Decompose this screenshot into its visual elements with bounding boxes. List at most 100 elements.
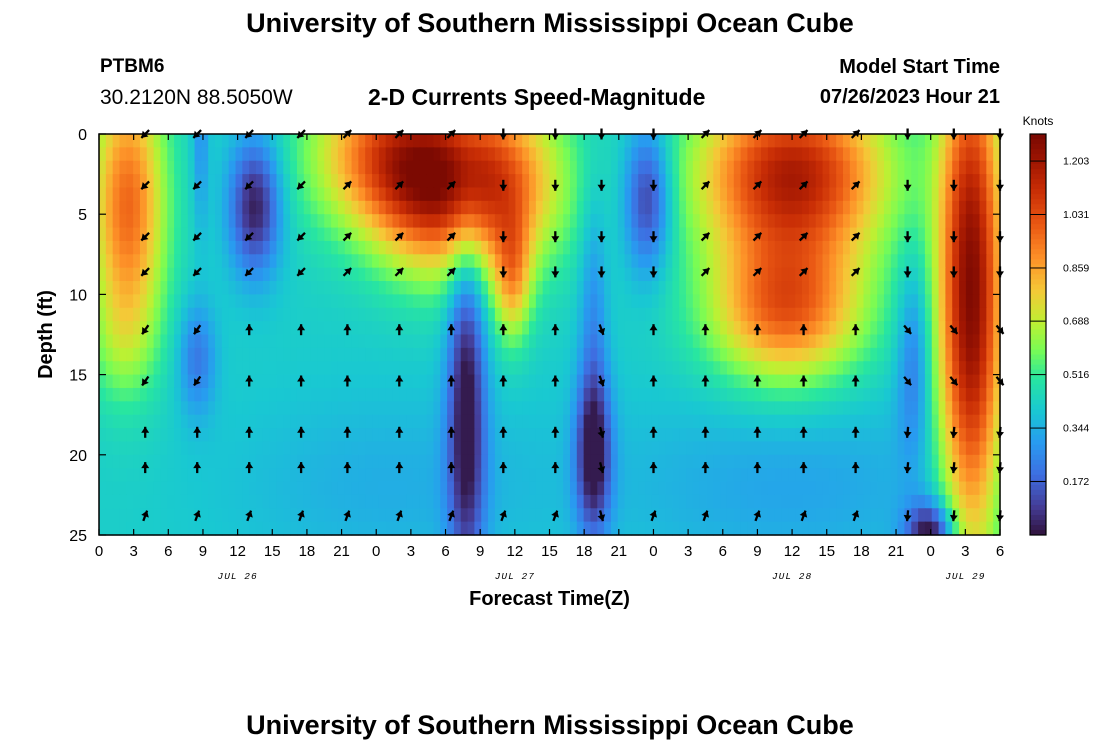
heatmap-cell — [262, 468, 271, 483]
heatmap-cell — [508, 521, 516, 536]
heatmap-cell — [815, 374, 824, 389]
heatmap-cell — [747, 334, 755, 349]
heatmap-cell — [624, 160, 633, 175]
heatmap-cell — [836, 267, 844, 282]
heatmap-cell — [952, 468, 960, 483]
heatmap-cell — [802, 361, 810, 376]
heatmap-cell — [829, 481, 837, 496]
heatmap-cell — [706, 294, 714, 309]
heatmap-cell — [392, 281, 400, 295]
heatmap-cell — [392, 454, 400, 469]
heatmap-cell — [713, 481, 721, 496]
heatmap-cell — [877, 214, 885, 229]
heatmap-cell — [856, 200, 865, 215]
heatmap-cell — [747, 347, 755, 362]
heatmap-cell — [993, 387, 1001, 402]
heatmap-cell — [604, 468, 612, 483]
heatmap-cell — [651, 227, 660, 242]
heatmap-cell — [556, 187, 564, 202]
heatmap-cell — [549, 428, 557, 443]
heatmap-cell — [324, 414, 332, 429]
heatmap-cell — [126, 281, 134, 295]
heatmap-cell — [849, 334, 858, 349]
heatmap-cell — [604, 174, 612, 189]
heatmap-cell — [911, 254, 919, 269]
x-tick-label: 9 — [476, 543, 484, 560]
heatmap-cell — [419, 361, 428, 376]
heatmap-cell — [365, 160, 373, 175]
heatmap-cell — [453, 454, 462, 469]
heatmap-cell — [986, 254, 994, 269]
heatmap-cell — [576, 441, 585, 456]
heatmap-cell — [631, 508, 639, 523]
heatmap-cell — [324, 240, 332, 255]
heatmap-cell — [508, 200, 516, 215]
heatmap-cell — [174, 214, 182, 229]
heatmap-cell — [576, 240, 585, 255]
heatmap-cell — [993, 521, 1001, 536]
date-label: JUL 26 — [218, 571, 258, 582]
heatmap-cell — [433, 321, 441, 336]
heatmap-cell — [945, 374, 953, 389]
heatmap-cell — [522, 521, 530, 536]
heatmap-cell — [488, 267, 496, 282]
heatmap-cell — [331, 361, 339, 376]
colorbar-tick-label: 1.203 — [1063, 156, 1089, 168]
heatmap-cell — [542, 401, 551, 416]
heatmap-cell — [201, 361, 209, 376]
heatmap-cell — [781, 468, 790, 483]
heatmap-cell — [856, 441, 865, 456]
heatmap-cell — [460, 307, 469, 322]
heatmap-cell — [658, 134, 667, 148]
heatmap-cell — [993, 267, 1001, 282]
heatmap-cell — [474, 160, 482, 175]
heatmap-cell — [713, 254, 721, 269]
heatmap-cell — [331, 454, 339, 469]
heatmap-cell — [822, 441, 830, 456]
heatmap-cell — [740, 401, 749, 416]
heatmap-cell — [911, 441, 919, 456]
heatmap-cell — [877, 134, 885, 148]
heatmap-cell — [296, 387, 305, 402]
heatmap-cell — [146, 174, 155, 189]
heatmap-cell — [631, 281, 639, 295]
colorbar-segment — [1030, 464, 1046, 471]
heatmap-cell — [372, 441, 380, 456]
heatmap-cell — [494, 281, 503, 295]
heatmap-cell — [767, 160, 776, 175]
heatmap-cell — [911, 134, 919, 148]
heatmap-cell — [215, 454, 223, 469]
current-arrow — [245, 510, 253, 522]
heatmap-cell — [215, 160, 223, 175]
heatmap-cell — [215, 374, 223, 389]
heatmap-cell — [952, 441, 960, 456]
heatmap-cell — [965, 227, 974, 242]
heatmap-cell — [419, 401, 428, 416]
heatmap-cell — [433, 401, 441, 416]
heatmap-cell — [167, 321, 175, 336]
heatmap-cell — [672, 214, 680, 229]
heatmap-cell — [870, 468, 878, 483]
heatmap-cell — [583, 454, 592, 469]
heatmap-cell — [208, 414, 216, 429]
heatmap-cell — [692, 174, 701, 189]
heatmap-cell — [924, 521, 933, 536]
heatmap-cell — [754, 147, 762, 162]
heatmap-cell — [269, 508, 278, 523]
heatmap-cell — [194, 414, 202, 429]
heatmap-cell — [952, 347, 960, 362]
heatmap-cell — [378, 267, 387, 282]
heatmap-cell — [617, 414, 626, 429]
heatmap-cell — [720, 307, 728, 322]
heatmap-cell — [508, 147, 516, 162]
model-start-label: Model Start Time — [839, 56, 1000, 78]
heatmap-cell — [645, 294, 653, 309]
heatmap-cell — [959, 347, 967, 362]
heatmap-cell — [317, 267, 325, 282]
heatmap-cell — [392, 307, 400, 322]
heatmap-cell — [924, 214, 933, 229]
heatmap-cell — [843, 307, 851, 322]
heatmap-cell — [303, 454, 312, 469]
heatmap-cell — [617, 267, 626, 282]
heatmap-cell — [692, 334, 701, 349]
